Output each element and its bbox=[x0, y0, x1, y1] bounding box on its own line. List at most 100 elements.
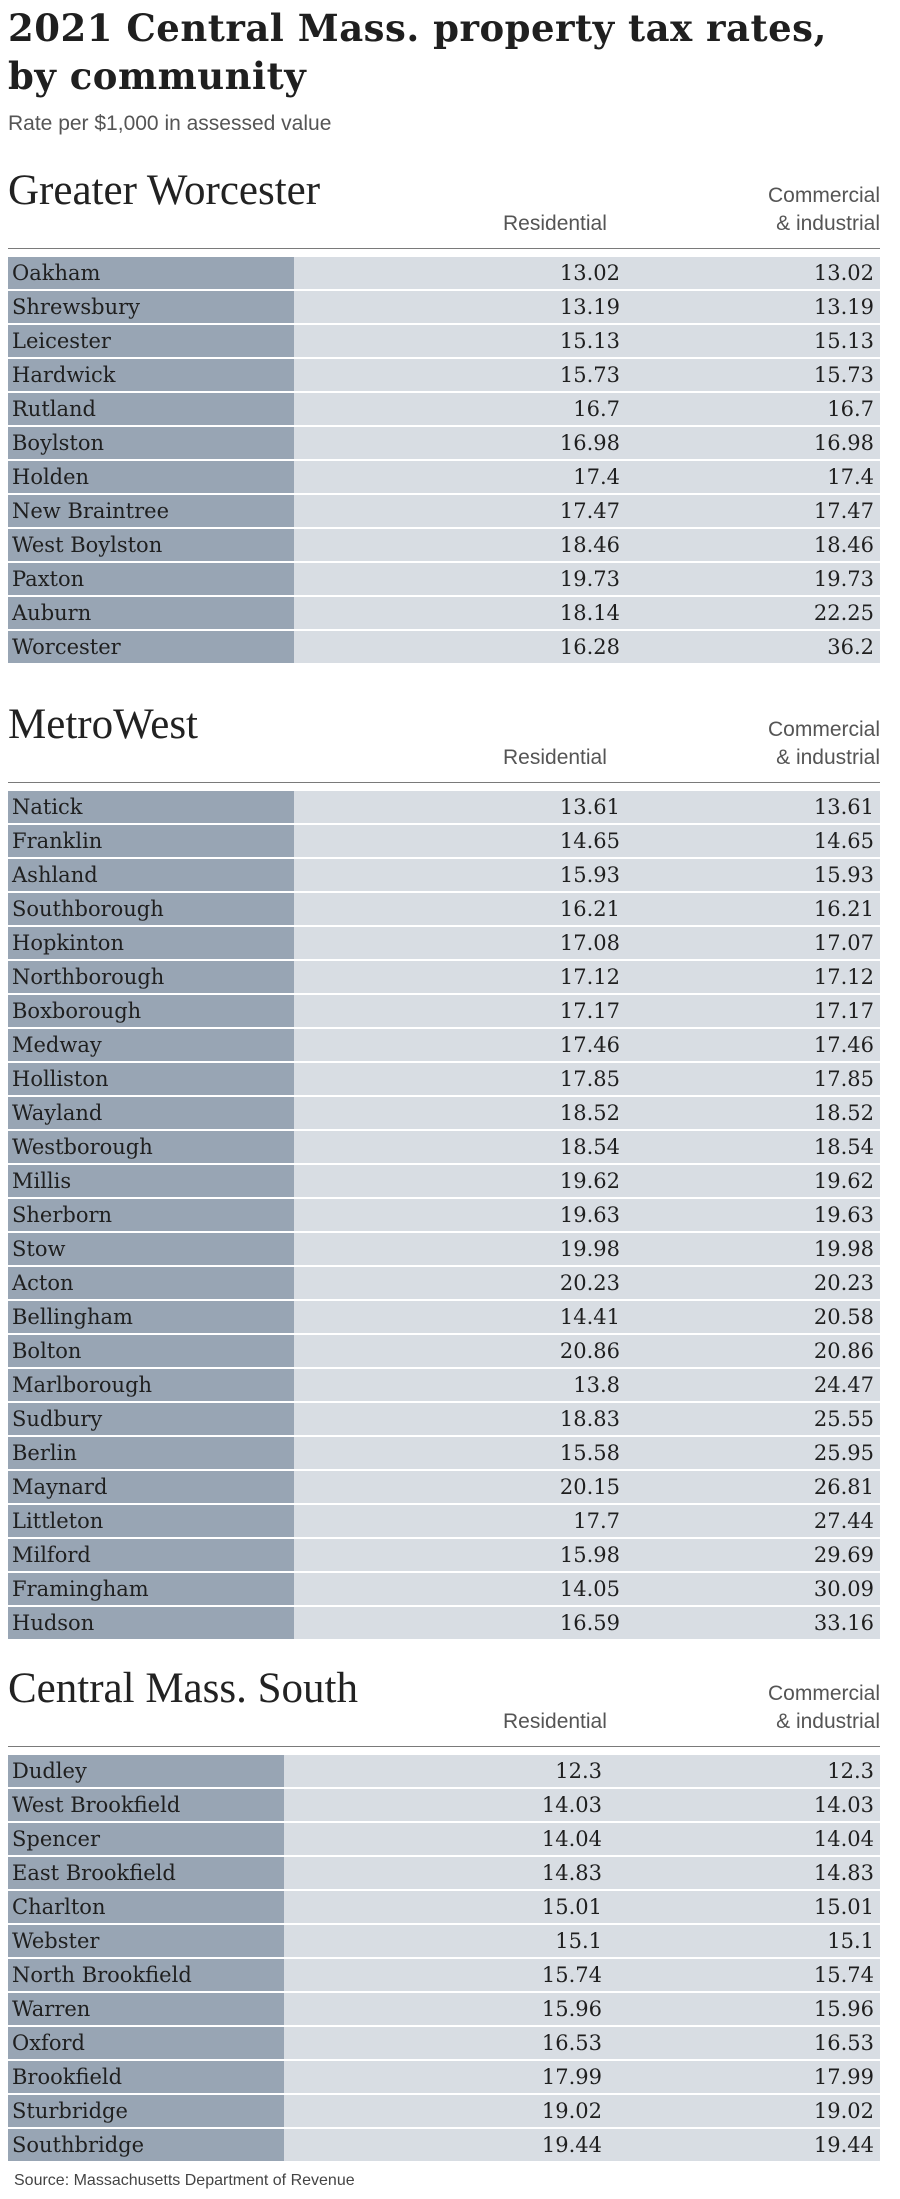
residential-rate: 12.3 bbox=[555, 1759, 602, 1783]
table-row: Holden 17.4 17.4 bbox=[8, 461, 880, 493]
commercial-rate: 22.25 bbox=[813, 601, 874, 625]
table-row: Hudson 16.59 33.16 bbox=[8, 1607, 880, 1639]
table-row: Brookfield 17.99 17.99 bbox=[8, 2061, 880, 2093]
residential-rate: 15.74 bbox=[541, 1963, 602, 1987]
table-row: Wayland 18.52 18.52 bbox=[8, 1097, 880, 1129]
commercial-rate: 19.73 bbox=[813, 567, 874, 591]
town-name: East Brookfield bbox=[8, 1857, 284, 1889]
town-name: Millis bbox=[8, 1165, 294, 1197]
table-row: Bolton 20.86 20.86 bbox=[8, 1335, 880, 1367]
table-body: Dudley 12.3 12.3 West Brookfield 14.03 14.03 S… bbox=[8, 1755, 880, 2161]
commercial-rate: 15.1 bbox=[827, 1929, 874, 1953]
commercial-rate: 17.47 bbox=[813, 499, 874, 523]
commercial-rate: 14.04 bbox=[813, 1827, 874, 1851]
table-row: Hopkinton 17.08 17.07 bbox=[8, 927, 880, 959]
commercial-rate: 15.73 bbox=[813, 363, 874, 387]
commercial-rate: 16.21 bbox=[813, 897, 874, 921]
section-title: Central Mass. South bbox=[8, 1665, 358, 1712]
commercial-rate: 15.96 bbox=[813, 1997, 874, 2021]
commercial-rate: 26.81 bbox=[813, 1475, 874, 1499]
table-row: Acton 20.23 20.23 bbox=[8, 1267, 880, 1299]
table-row: Natick 13.61 13.61 bbox=[8, 791, 880, 823]
town-name: Milford bbox=[8, 1539, 294, 1571]
commercial-rate: 24.47 bbox=[813, 1373, 874, 1397]
town-name: Brookfield bbox=[8, 2061, 284, 2093]
commercial-rate: 14.03 bbox=[813, 1793, 874, 1817]
residential-rate: 17.7 bbox=[573, 1509, 620, 1533]
table-row: New Braintree 17.47 17.47 bbox=[8, 495, 880, 527]
table-row: North Brookfield 15.74 15.74 bbox=[8, 1959, 880, 1991]
residential-rate: 14.41 bbox=[559, 1305, 620, 1329]
commercial-rate: 16.98 bbox=[813, 431, 874, 455]
town-name: Paxton bbox=[8, 563, 294, 595]
column-header-residential: Residential bbox=[503, 212, 607, 235]
residential-rate: 14.65 bbox=[559, 829, 620, 853]
commercial-rate: 13.61 bbox=[813, 795, 874, 819]
town-name: Medway bbox=[8, 1029, 294, 1061]
residential-rate: 17.12 bbox=[559, 965, 620, 989]
commercial-rate: 30.09 bbox=[813, 1577, 874, 1601]
commercial-rate: 16.7 bbox=[827, 397, 874, 421]
table-row: Boxborough 17.17 17.17 bbox=[8, 995, 880, 1027]
town-name: Boxborough bbox=[8, 995, 294, 1027]
town-name: Northborough bbox=[8, 961, 294, 993]
table-row: Bellingham 14.41 20.58 bbox=[8, 1301, 880, 1333]
town-name: Natick bbox=[8, 791, 294, 823]
town-name: Franklin bbox=[8, 825, 294, 857]
page-subtitle: Rate per $1,000 in assessed value bbox=[8, 112, 332, 135]
commercial-rate: 20.86 bbox=[813, 1339, 874, 1363]
column-header-commercial-line2: & industrial bbox=[776, 1710, 880, 1733]
residential-rate: 13.02 bbox=[559, 261, 620, 285]
table-row: Sudbury 18.83 25.55 bbox=[8, 1403, 880, 1435]
commercial-rate: 19.62 bbox=[813, 1169, 874, 1193]
table-row: Holliston 17.85 17.85 bbox=[8, 1063, 880, 1095]
town-name: Acton bbox=[8, 1267, 294, 1299]
town-name: New Braintree bbox=[8, 495, 294, 527]
town-name: Auburn bbox=[8, 597, 294, 629]
table-row: Franklin 14.65 14.65 bbox=[8, 825, 880, 857]
residential-rate: 20.23 bbox=[559, 1271, 620, 1295]
residential-rate: 19.73 bbox=[559, 567, 620, 591]
table-row: Worcester 16.28 36.2 bbox=[8, 631, 880, 663]
residential-rate: 18.52 bbox=[559, 1101, 620, 1125]
table-row: Leicester 15.13 15.13 bbox=[8, 325, 880, 357]
table-row: Boylston 16.98 16.98 bbox=[8, 427, 880, 459]
commercial-rate: 19.63 bbox=[813, 1203, 874, 1227]
table-row: Berlin 15.58 25.95 bbox=[8, 1437, 880, 1469]
commercial-rate: 25.55 bbox=[813, 1407, 874, 1431]
residential-rate: 13.19 bbox=[559, 295, 620, 319]
town-name: Boylston bbox=[8, 427, 294, 459]
commercial-rate: 15.93 bbox=[813, 863, 874, 887]
residential-rate: 16.98 bbox=[559, 431, 620, 455]
commercial-rate: 14.65 bbox=[813, 829, 874, 853]
residential-rate: 15.93 bbox=[559, 863, 620, 887]
residential-rate: 13.8 bbox=[573, 1373, 620, 1397]
column-header-residential: Residential bbox=[503, 746, 607, 769]
commercial-rate: 27.44 bbox=[813, 1509, 874, 1533]
table-row: East Brookfield 14.83 14.83 bbox=[8, 1857, 880, 1889]
source-note: Source: Massachusetts Department of Reve… bbox=[14, 2172, 355, 2189]
section-header: MetroWest Residential Commercial & indus… bbox=[8, 700, 880, 783]
table-row: Auburn 18.14 22.25 bbox=[8, 597, 880, 629]
residential-rate: 17.99 bbox=[541, 2065, 602, 2089]
table-row: Framingham 14.05 30.09 bbox=[8, 1573, 880, 1605]
residential-rate: 18.14 bbox=[559, 601, 620, 625]
residential-rate: 19.44 bbox=[541, 2133, 602, 2157]
column-header-commercial: Commercial & industrial bbox=[768, 182, 880, 238]
commercial-rate: 17.12 bbox=[813, 965, 874, 989]
residential-rate: 18.46 bbox=[559, 533, 620, 557]
residential-rate: 17.08 bbox=[559, 931, 620, 955]
town-name: Southbridge bbox=[8, 2129, 284, 2161]
table-row: Sturbridge 19.02 19.02 bbox=[8, 2095, 880, 2127]
town-name: Westborough bbox=[8, 1131, 294, 1163]
residential-rate: 20.86 bbox=[559, 1339, 620, 1363]
table-row: Stow 19.98 19.98 bbox=[8, 1233, 880, 1265]
section-greater-worcester: Greater Worcester Residential Commercial… bbox=[8, 166, 880, 665]
commercial-rate: 29.69 bbox=[813, 1543, 874, 1567]
residential-rate: 16.7 bbox=[573, 397, 620, 421]
commercial-rate: 17.4 bbox=[827, 465, 874, 489]
section-central-mass-south: Central Mass. South Residential Commerci… bbox=[8, 1664, 880, 2163]
town-name: Shrewsbury bbox=[8, 291, 294, 323]
residential-rate: 15.58 bbox=[559, 1441, 620, 1465]
residential-rate: 15.98 bbox=[559, 1543, 620, 1567]
